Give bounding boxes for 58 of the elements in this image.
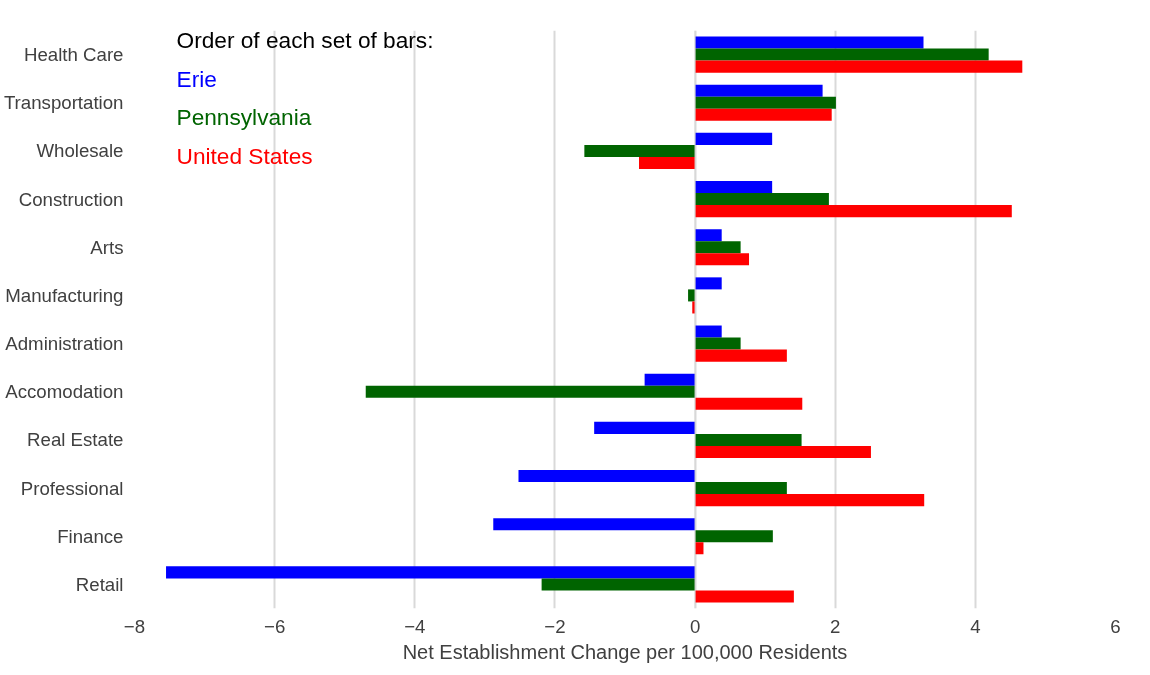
bar	[695, 48, 989, 61]
bar	[695, 445, 871, 458]
text: Erie	[176, 65, 217, 92]
y-tick-label: Health Care	[23, 44, 124, 66]
bar	[695, 36, 924, 49]
x-axis-title: Net Establishment Change per 100,000 Residents	[402, 640, 848, 663]
y-tick-label: Finance	[57, 525, 124, 547]
bar	[594, 421, 696, 434]
bar	[644, 373, 696, 386]
x-tick-label: 2	[830, 615, 841, 637]
x-tick-label: 4	[970, 615, 981, 637]
bar	[518, 470, 696, 483]
y-tick-label: Retail	[75, 573, 124, 595]
bar	[695, 337, 741, 350]
bar	[695, 241, 741, 254]
bar	[695, 325, 722, 338]
bar	[695, 397, 803, 410]
bar	[695, 96, 836, 109]
y-tick-label: Construction	[18, 188, 124, 210]
bar	[695, 132, 773, 145]
x-tick-label: −2	[544, 615, 566, 637]
y-tick-label: Arts	[90, 236, 124, 258]
x-tick-label: −4	[404, 615, 426, 637]
bar	[695, 590, 794, 603]
y-tick-label: Manufacturing	[5, 284, 124, 306]
bar	[695, 84, 823, 97]
bar	[639, 156, 696, 169]
x-tick-label: −8	[123, 615, 146, 637]
bar	[695, 60, 1023, 73]
legend-title: Order of each set of bars:	[176, 27, 434, 54]
bar	[493, 518, 696, 531]
bar	[695, 277, 722, 290]
bar	[695, 253, 750, 266]
y-tick-label: Professional	[20, 477, 124, 499]
bar	[695, 433, 802, 446]
bar	[365, 385, 696, 398]
x-tick-label: 6	[1110, 615, 1121, 637]
bar	[695, 229, 722, 242]
bar	[695, 482, 787, 495]
bar	[695, 108, 832, 121]
bar	[541, 578, 696, 591]
bar	[166, 566, 696, 579]
bar	[695, 494, 925, 507]
bar	[584, 144, 696, 157]
y-tick-label: Transportation	[3, 92, 124, 114]
bar	[695, 181, 773, 194]
y-tick-label: Administration	[5, 333, 124, 355]
y-tick-label: Real Estate	[27, 429, 124, 451]
y-tick-label: Accomodation	[5, 381, 124, 403]
text: United States	[176, 142, 313, 169]
bar	[695, 205, 1012, 218]
bar	[695, 349, 787, 362]
x-tick-label: 0	[689, 615, 701, 637]
y-tick-label: Wholesale	[36, 140, 124, 162]
text: Pennsylvania	[176, 104, 312, 131]
bar	[695, 193, 829, 206]
bar	[695, 530, 773, 543]
x-tick-label: −6	[264, 615, 286, 637]
